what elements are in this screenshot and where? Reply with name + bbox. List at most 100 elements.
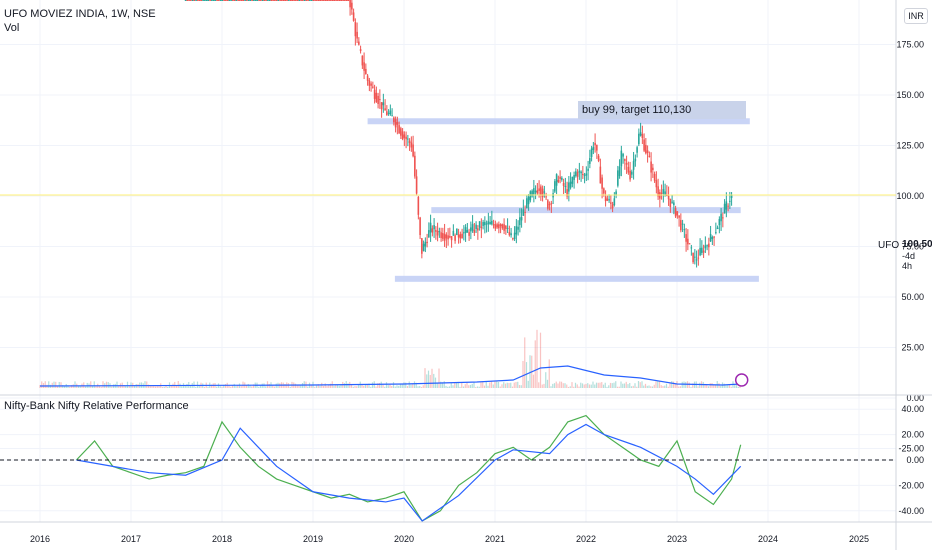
rel-y-tick-label: -20.00 [898,480,924,490]
candle-body [580,171,582,174]
indicator-label: Nifty-Bank Nifty Relative Performance [4,400,189,412]
candle-body [421,238,423,254]
candle-body [478,221,481,228]
candle-body [256,0,259,1]
candle-body [597,155,600,161]
volume-bar [329,383,332,388]
candle-body [457,234,460,238]
volume-bar [454,382,456,388]
currency-button[interactable]: INR [904,8,928,24]
volume-bar [195,386,197,388]
candle-body [461,233,463,239]
candle-body [575,171,577,177]
candle-body [499,224,502,227]
candle-body [370,83,372,86]
volume-bar [41,381,43,388]
volume-bar [419,385,421,388]
annotation-note[interactable]: buy 99, target 110,130 [578,101,746,119]
volume-bar [655,381,657,388]
candle-body [246,0,248,1]
candle-body [699,247,701,256]
candle-body [510,233,512,236]
volume-bar [506,382,508,388]
volume-bar [284,384,286,388]
volume-bar [401,383,403,388]
volume-bar [310,384,312,388]
volume-bar [706,384,708,388]
volume-bar [553,383,556,388]
candle-body [631,171,633,175]
volume-bar [44,381,46,388]
candle-body [716,227,719,230]
candle-body [615,191,617,196]
candle-body [718,219,721,226]
volume-bar [520,385,522,388]
volume-bar [343,383,346,388]
candle-body [202,0,204,1]
candle-body [449,236,451,238]
candle-body [284,0,287,1]
x-tick-label: 2023 [667,534,687,544]
candle-body [205,0,208,1]
candle-body [433,225,435,230]
candle-body [683,229,686,231]
candle-body [685,234,687,242]
volume-bar [636,386,638,388]
candle-body [650,161,652,173]
volume-bar [595,382,598,388]
candle-body [438,231,441,233]
candle-body [578,170,581,173]
candle-body [652,167,654,171]
volume-bar [574,382,577,388]
volume-bar [524,337,526,388]
volume-bar [328,385,330,388]
volume-bar [567,386,570,388]
volume-bar [154,386,157,388]
volume-bar [118,386,120,388]
volume-bar [93,381,95,388]
candle-body [279,0,281,1]
candle-body [351,2,353,10]
candle-body [335,0,337,1]
candle-body [599,166,602,184]
candle-body [512,238,514,240]
candle-body [730,194,733,198]
volume-bar [417,386,419,388]
volume-bar [475,386,477,388]
volume-bar [233,383,235,388]
volume-bar [294,383,297,388]
volume-bar [443,381,445,388]
candle-body [727,205,729,207]
candle-body [513,232,516,240]
volume-bar [429,374,431,388]
candle-body [209,0,211,1]
volume-bar [413,381,416,388]
candle-body [487,221,490,225]
candle-body [223,0,225,1]
candle-body [547,200,549,209]
candle-body [361,55,364,66]
volume-bar [55,381,57,388]
volume-bar [363,385,365,388]
volume-bar [153,385,155,388]
volume-bar [608,385,610,388]
candle-body [666,195,668,197]
volume-bar [581,383,584,388]
volume-bar [615,381,617,388]
candle-body [230,0,232,1]
candle-body [373,89,376,99]
candle-body [380,102,383,110]
volume-bar [431,368,433,388]
volume-bar [518,384,521,388]
volume-bar [457,381,459,388]
candle-body [398,125,400,134]
volume-bar [657,381,659,388]
candle-body [468,232,470,236]
volume-bar [60,382,62,388]
candle-body [576,172,579,177]
candle-body [688,243,691,245]
volume-bar [651,386,654,388]
volume-bar [324,383,326,388]
volume-bar [198,385,200,388]
candle-body [214,0,217,1]
